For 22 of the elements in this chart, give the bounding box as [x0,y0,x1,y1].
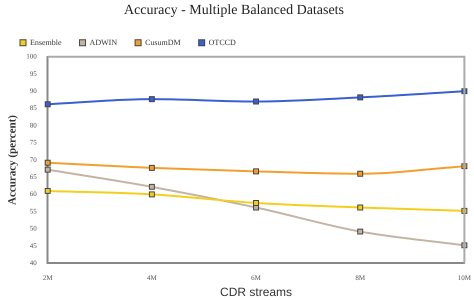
legend-label: CusumDM [145,38,181,47]
x-axis-title: CDR streams [220,285,292,300]
point [44,188,51,194]
point [253,168,260,174]
point [357,204,364,210]
point [44,160,51,166]
point [357,170,364,177]
legend-label: ADWIN [90,38,118,47]
chart-title: Accuracy - Multiple Balanced Datasets [124,3,344,18]
y-axis-title: Accuracy (percent) [6,114,18,205]
legend-label: Ensemble [30,38,62,47]
point [148,184,155,190]
point [357,94,364,100]
point [357,228,364,235]
point [44,101,51,108]
point [44,166,51,173]
point [148,96,155,102]
point [253,200,260,206]
point [253,98,260,104]
point [148,191,155,198]
point [148,164,155,171]
legend-label: OTCCD [208,38,236,47]
